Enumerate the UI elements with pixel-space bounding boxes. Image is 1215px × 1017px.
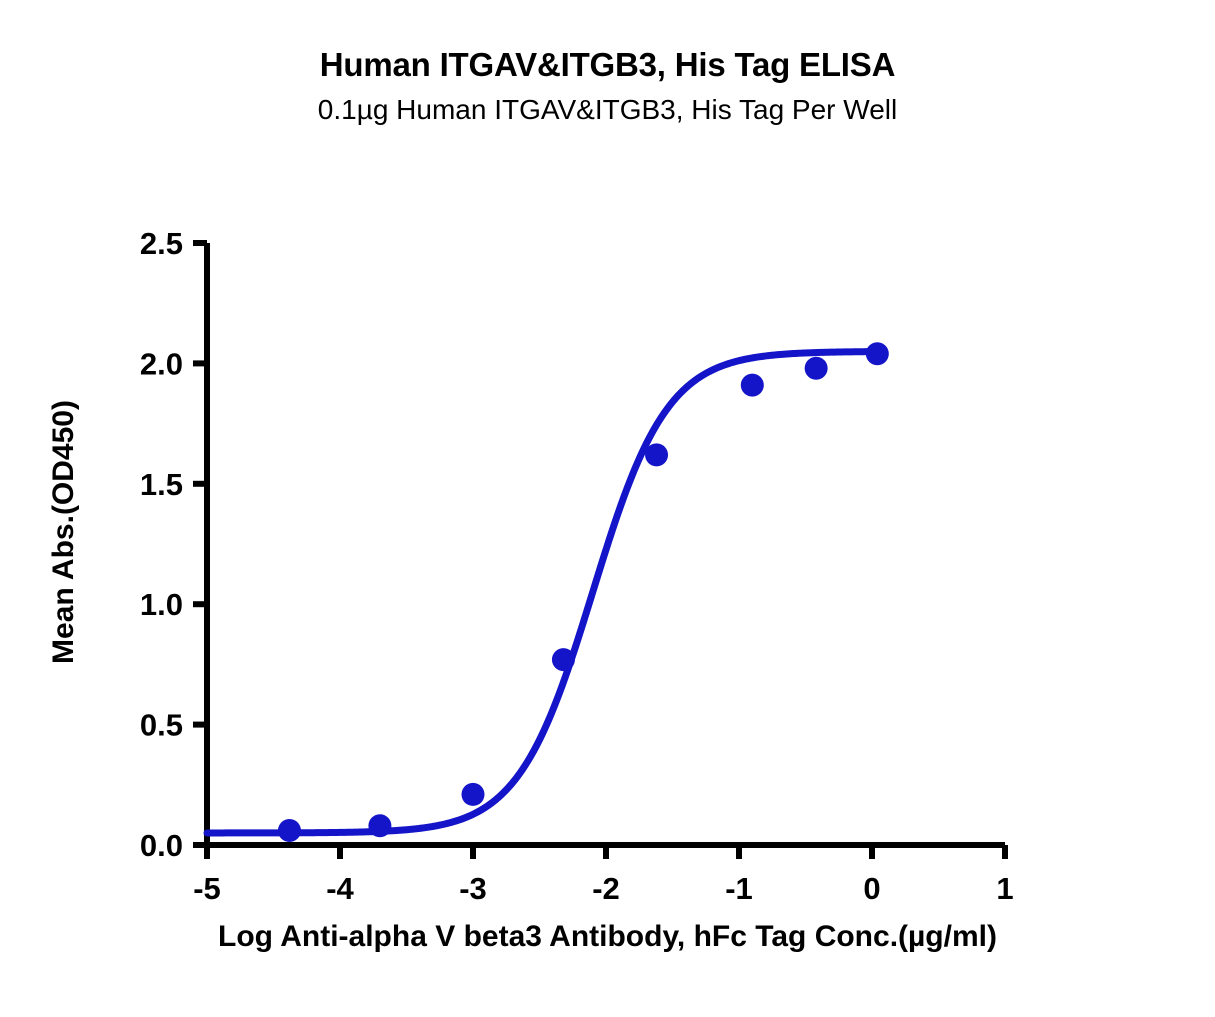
x-axis-tick-label: -4 [326, 871, 354, 906]
data-point [461, 782, 485, 806]
y-axis-tick-label: 1.5 [140, 467, 183, 502]
data-point [804, 356, 828, 380]
x-axis-title: Log Anti-alpha V beta3 Antibody, hFc Tag… [218, 920, 997, 953]
x-axis-tick-label: 1 [996, 871, 1013, 906]
data-point [368, 814, 392, 838]
x-axis-tick-label: 0 [863, 871, 880, 906]
y-axis-tick-label: 2.5 [140, 226, 183, 261]
x-axis-tick-label: -3 [459, 871, 487, 906]
data-point [645, 443, 669, 467]
y-axis-tick-label: 2.0 [140, 346, 183, 381]
data-point [551, 648, 575, 672]
data-point [740, 373, 764, 397]
y-axis-tick-label: 1.0 [140, 587, 183, 622]
x-axis-tick-label: -2 [592, 871, 620, 906]
data-point [277, 819, 301, 843]
data-point [865, 342, 889, 366]
fit-curve [203, 348, 881, 837]
y-axis-tick-label: 0.5 [140, 708, 183, 743]
x-axis-tick-label: -1 [725, 871, 753, 906]
x-axis-tick-label: -5 [193, 871, 221, 906]
y-axis-tick-label: 0.0 [140, 828, 183, 863]
